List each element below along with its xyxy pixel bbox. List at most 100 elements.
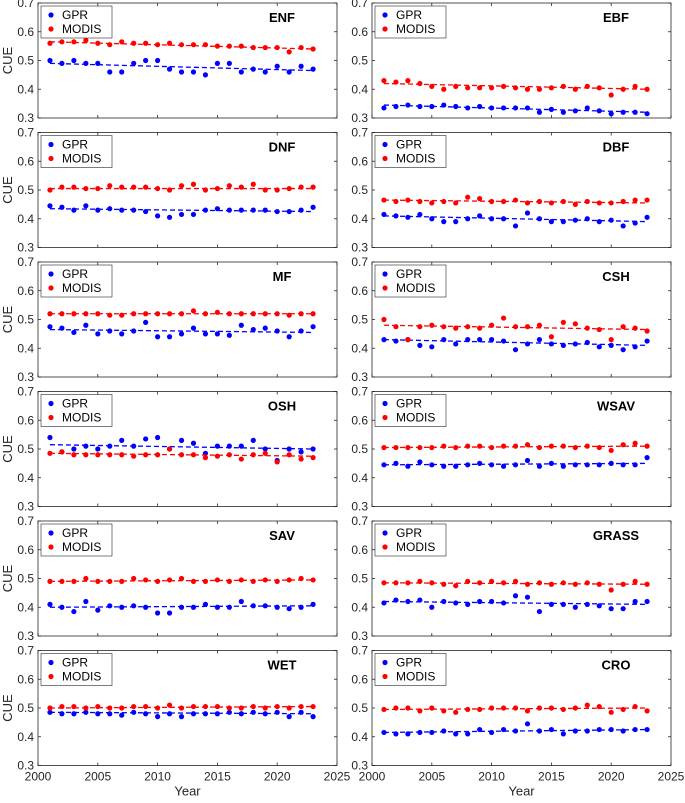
data-point-modis: [405, 337, 411, 343]
data-point-modis: [190, 578, 197, 584]
data-point-gpr: [393, 460, 399, 466]
data-point-gpr: [548, 726, 555, 733]
data-point-gpr: [417, 459, 423, 465]
data-point-modis: [465, 324, 471, 330]
legend-label-gpr: GPR: [396, 656, 422, 670]
data-point-modis: [560, 319, 566, 325]
data-point-gpr: [644, 338, 650, 344]
data-point-gpr: [524, 210, 531, 216]
data-point-gpr: [465, 601, 471, 607]
data-point-modis: [429, 322, 435, 328]
data-point-gpr: [274, 328, 280, 334]
data-point-modis: [560, 198, 566, 205]
data-point-modis: [310, 703, 316, 710]
data-point-gpr: [572, 217, 578, 223]
data-point-gpr: [310, 66, 316, 72]
data-point-gpr: [584, 728, 590, 734]
data-point-modis: [226, 578, 232, 584]
data-point-modis: [500, 443, 507, 449]
data-point-modis: [83, 37, 89, 43]
data-point-modis: [286, 577, 292, 583]
data-point-gpr: [155, 213, 161, 219]
data-point-modis: [608, 337, 614, 343]
y-tick-label: 0.6: [351, 284, 368, 298]
data-point-modis: [620, 86, 626, 92]
data-point-gpr: [536, 337, 543, 343]
data-point-gpr: [608, 111, 614, 117]
data-point-modis: [441, 198, 447, 205]
data-point-modis: [500, 83, 507, 89]
data-point-gpr: [107, 443, 113, 449]
data-point-modis: [512, 85, 519, 91]
panel-title: CRO: [602, 658, 631, 673]
data-point-modis: [250, 703, 256, 710]
data-point-gpr: [143, 319, 149, 325]
panel-title: OSH: [268, 399, 296, 414]
data-point-modis: [143, 184, 149, 190]
data-point-modis: [596, 326, 602, 333]
data-point-gpr: [572, 341, 578, 347]
data-point-modis: [572, 201, 578, 207]
data-point-gpr: [250, 709, 256, 715]
data-point-modis: [71, 184, 77, 190]
data-point-gpr: [190, 211, 197, 218]
data-point-modis: [596, 444, 602, 451]
data-point-gpr: [298, 207, 304, 213]
legend-label-modis: MODIS: [396, 670, 435, 684]
data-point-gpr: [47, 709, 53, 715]
data-point-modis: [310, 46, 316, 52]
data-point-gpr: [441, 598, 447, 605]
data-point-modis: [226, 705, 232, 711]
data-point-gpr: [632, 726, 638, 733]
data-point-modis: [429, 444, 435, 451]
data-point-gpr: [441, 219, 447, 225]
data-point-gpr: [381, 211, 387, 218]
data-point-modis: [131, 184, 137, 190]
data-point-gpr: [214, 60, 220, 66]
data-point-modis: [465, 85, 471, 91]
data-point-gpr: [71, 57, 77, 64]
legend-marker-modis: [48, 673, 54, 680]
legend-box: [40, 5, 113, 39]
x-tick-label: 2020: [598, 770, 625, 784]
y-tick-label: 0.5: [351, 183, 368, 197]
data-point-modis: [608, 200, 614, 206]
data-point-modis: [143, 311, 149, 317]
legend-label-modis: MODIS: [62, 281, 101, 295]
data-point-modis: [405, 197, 411, 203]
data-point-gpr: [512, 223, 519, 229]
data-point-modis: [429, 200, 435, 206]
data-point-gpr: [166, 66, 173, 72]
legend-label-modis: MODIS: [396, 281, 435, 295]
data-point-gpr: [381, 337, 387, 343]
data-point-modis: [298, 456, 304, 462]
legend-marker-gpr: [48, 659, 54, 666]
data-point-modis: [238, 456, 244, 462]
data-point-gpr: [381, 105, 387, 111]
data-point-gpr: [178, 211, 185, 218]
data-point-gpr: [214, 206, 220, 212]
data-point-modis: [274, 311, 280, 317]
data-point-modis: [286, 705, 292, 711]
data-point-modis: [190, 452, 197, 458]
legend-box: [40, 264, 113, 298]
data-point-gpr: [274, 604, 280, 610]
data-point-modis: [489, 85, 495, 91]
data-point-modis: [131, 40, 137, 46]
legend-marker-gpr: [382, 141, 388, 148]
data-point-gpr: [512, 105, 519, 111]
y-tick-label: 0.3: [17, 629, 34, 643]
data-point-gpr: [405, 598, 411, 605]
data-point-gpr: [465, 216, 471, 222]
data-point-gpr: [107, 206, 113, 212]
data-point-gpr: [429, 604, 435, 610]
data-point-gpr: [143, 604, 149, 610]
data-point-gpr: [405, 463, 411, 469]
y-tick-label: 0.6: [351, 543, 368, 557]
y-tick-label: 0.3: [17, 111, 34, 125]
data-point-modis: [393, 198, 399, 205]
